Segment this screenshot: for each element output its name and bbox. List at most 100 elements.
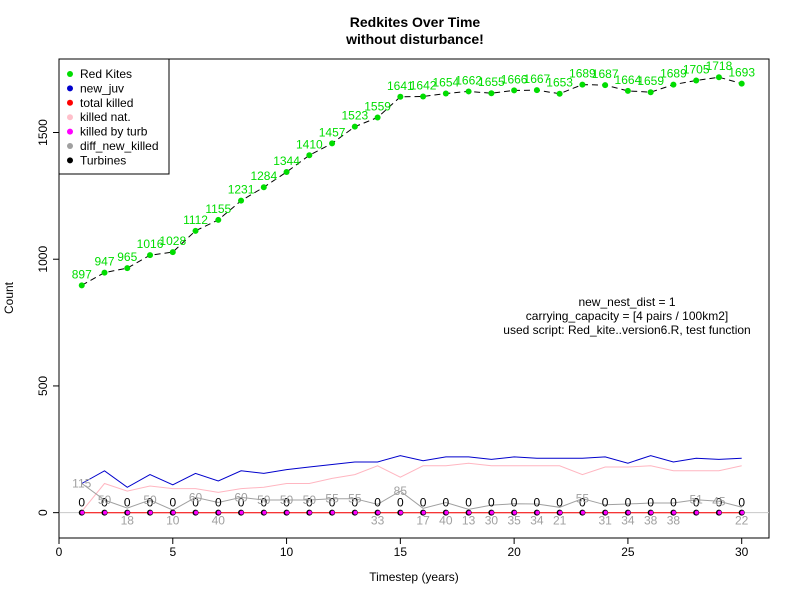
turbines-value-label: 0 xyxy=(534,496,541,510)
red-kites-value-label: 1667 xyxy=(524,72,551,86)
killed-by-turb-point xyxy=(216,510,221,515)
red-kites-value-label: 1642 xyxy=(410,79,437,93)
diff-new-killed-value-label: 50 xyxy=(280,493,294,507)
killed-by-turb-point xyxy=(717,510,722,515)
turbines-value-label: 0 xyxy=(693,496,700,510)
diff-new-killed-value-label: 31 xyxy=(598,514,612,528)
legend-marker-diff-new-killed xyxy=(67,143,73,149)
turbines-value-label: 0 xyxy=(488,496,495,510)
red-kites-value-label: 1344 xyxy=(273,154,300,168)
killed-by-turb-point xyxy=(558,510,563,515)
chart-title: Redkites Over Time xyxy=(350,14,481,30)
killed-by-turb-point xyxy=(694,510,699,515)
red-kites-value-label: 1112 xyxy=(183,213,208,227)
red-kites-point xyxy=(124,265,131,272)
red-kites-point xyxy=(465,88,472,95)
red-kites-point xyxy=(78,282,85,289)
red-kites-point xyxy=(579,81,586,88)
killed-by-turb-point xyxy=(603,510,608,515)
red-kites-value-label: 1689 xyxy=(660,67,687,81)
diff-new-killed-value-label: 35 xyxy=(507,514,521,528)
red-kites-value-label: 965 xyxy=(117,250,137,264)
turbines-value-label: 0 xyxy=(169,496,176,510)
red-kites-value-label: 947 xyxy=(94,255,114,269)
turbines-value-label: 0 xyxy=(260,496,267,510)
annotation-carrying-capacity: carrying_capacity = [4 pairs / 100km2] xyxy=(526,309,728,323)
turbines-value-label: 0 xyxy=(556,496,563,510)
red-kites-value-label: 1653 xyxy=(546,76,573,90)
red-kites-value-label: 1523 xyxy=(341,109,368,123)
red-kites-point xyxy=(693,77,700,84)
diff-new-killed-value-label: 60 xyxy=(189,490,203,504)
turbines-value-label: 0 xyxy=(670,496,677,510)
red-kites-point xyxy=(715,74,722,81)
red-kites-point xyxy=(420,93,427,100)
diff-new-killed-value-label: 45 xyxy=(712,494,726,508)
legend-label-turbines: Turbines xyxy=(80,153,126,167)
diff-new-killed-value-label: 10 xyxy=(166,514,180,528)
red-kites-point xyxy=(192,227,199,234)
killed-by-turb-point xyxy=(421,510,426,515)
red-kites-value-label: 1655 xyxy=(478,75,505,89)
x-tick-label: 15 xyxy=(394,545,408,559)
legend-marker-new-juv xyxy=(67,85,73,92)
killed-by-turb-point xyxy=(444,510,449,515)
red-kites-value-label: 1689 xyxy=(569,67,596,81)
killed-by-turb-point xyxy=(239,510,244,515)
legend-marker-red-kites xyxy=(67,71,73,77)
y-tick-label: 0 xyxy=(36,509,50,516)
killed-by-turb-point xyxy=(125,510,130,515)
legend-label-killed-nat-: killed nat. xyxy=(80,110,131,124)
diff-new-killed-value-label: 33 xyxy=(371,514,385,528)
killed-by-turb-point xyxy=(330,510,335,515)
turbines-value-label: 0 xyxy=(306,496,313,510)
turbines-value-label: 0 xyxy=(124,496,131,510)
red-kites-point xyxy=(238,197,245,204)
turbines-value-label: 0 xyxy=(602,496,609,510)
red-kites-value-label: 1016 xyxy=(137,237,164,251)
legend-label-total-killed: total killed xyxy=(80,96,133,110)
diff-new-killed-value-label: 18 xyxy=(121,514,135,528)
turbines-value-label: 0 xyxy=(78,496,85,510)
killed-by-turb-point xyxy=(626,510,631,515)
red-kites-value-label: 1410 xyxy=(296,137,323,151)
series-line-new-juv xyxy=(81,455,742,488)
y-tick-label: 1000 xyxy=(36,246,50,273)
red-kites-value-label: 1705 xyxy=(683,63,710,77)
turbines-value-label: 0 xyxy=(101,496,108,510)
turbines-value-label: 0 xyxy=(397,496,404,510)
turbines-value-label: 0 xyxy=(443,496,450,510)
turbines-value-label: 0 xyxy=(329,496,336,510)
diff-new-killed-value-label: 51 xyxy=(689,493,703,507)
series-line-diff-new-killed xyxy=(81,483,742,511)
red-kites-point xyxy=(169,249,176,256)
legend-marker-killed-nat- xyxy=(67,114,73,121)
x-tick-label: 10 xyxy=(280,545,294,559)
killed-by-turb-point xyxy=(148,510,153,515)
red-kites-point xyxy=(511,87,518,94)
turbines-value-label: 0 xyxy=(465,496,472,510)
red-kites-point xyxy=(488,90,495,97)
diff-new-killed-value-label: 17 xyxy=(416,514,430,528)
red-kites-value-label: 1693 xyxy=(728,66,755,80)
killed-by-turb-point xyxy=(376,510,381,515)
annotation-block: new_nest_dist = 1 carrying_capacity = [4… xyxy=(503,295,750,337)
turbines-value-label: 0 xyxy=(238,496,245,510)
red-kites-value-label: 1559 xyxy=(364,100,391,114)
y-tick-label: 1500 xyxy=(36,119,50,146)
killed-by-turb-point xyxy=(171,510,176,515)
legend-label-red-kites: Red Kites xyxy=(80,67,132,81)
turbines-value-label: 0 xyxy=(716,496,723,510)
turbines-value-label: 0 xyxy=(374,496,381,510)
diff-new-killed-value-label: 40 xyxy=(212,514,226,528)
red-kites-value-label: 1687 xyxy=(592,67,619,81)
killed-by-turb-point xyxy=(740,510,745,515)
killed-by-turb-point xyxy=(398,510,403,515)
annotation-nest-dist: new_nest_dist = 1 xyxy=(578,295,675,309)
turbines-value-label: 0 xyxy=(579,496,586,510)
turbines-value-label: 0 xyxy=(738,496,745,510)
x-tick-label: 20 xyxy=(507,545,521,559)
diff-new-killed-value-label: 22 xyxy=(735,514,749,528)
red-kites-value-label: 897 xyxy=(72,267,92,281)
